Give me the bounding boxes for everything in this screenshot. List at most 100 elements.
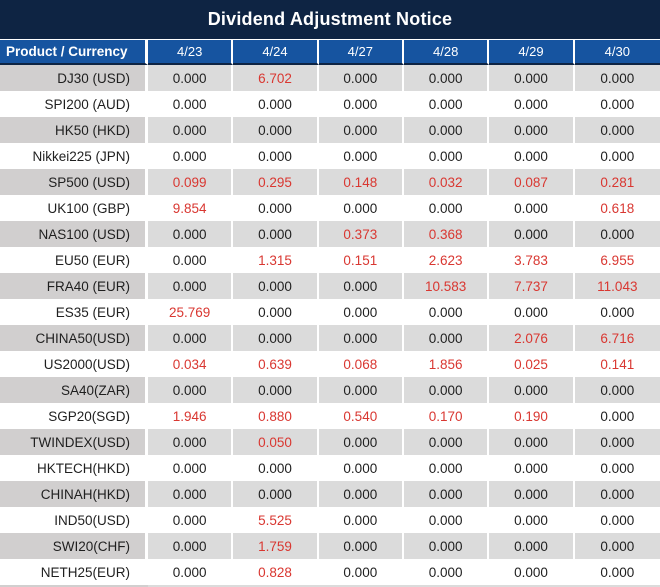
value-cell: 0.000 bbox=[148, 455, 234, 481]
product-cell: SGP20(SGD) bbox=[0, 403, 148, 429]
product-cell: US2000(USD) bbox=[0, 351, 148, 377]
product-cell: SP500 (USD) bbox=[0, 169, 148, 195]
value-cell: 0.000 bbox=[148, 273, 234, 299]
product-cell: ES35 (EUR) bbox=[0, 299, 148, 325]
value-cell: 25.769 bbox=[148, 299, 234, 325]
value-cell: 0.000 bbox=[574, 507, 660, 533]
value-cell: 0.828 bbox=[233, 559, 319, 585]
value-cell: 1.946 bbox=[148, 403, 234, 429]
value-cell: 0.000 bbox=[148, 481, 234, 507]
product-cell: IND50(USD) bbox=[0, 507, 148, 533]
product-cell: TWINDEX(USD) bbox=[0, 429, 148, 455]
value-cell: 0.000 bbox=[574, 481, 660, 507]
value-cell: 0.000 bbox=[318, 507, 404, 533]
column-header-date-5: 4/29 bbox=[489, 40, 575, 65]
value-cell: 0.170 bbox=[404, 403, 490, 429]
value-cell: 0.000 bbox=[233, 91, 319, 117]
value-cell: 0.000 bbox=[233, 117, 319, 143]
column-header-date-2: 4/24 bbox=[233, 40, 319, 65]
column-header-date-4: 4/28 bbox=[404, 40, 490, 65]
value-cell: 0.000 bbox=[574, 429, 660, 455]
value-cell: 0.281 bbox=[574, 169, 660, 195]
value-cell: 0.000 bbox=[404, 455, 490, 481]
value-cell: 0.000 bbox=[489, 481, 575, 507]
value-cell: 0.000 bbox=[404, 299, 490, 325]
value-cell: 0.151 bbox=[318, 247, 404, 273]
value-cell: 0.000 bbox=[489, 455, 575, 481]
value-cell: 0.000 bbox=[318, 91, 404, 117]
value-cell: 0.000 bbox=[148, 559, 234, 585]
column-header-product-currency: Product / Currency bbox=[0, 40, 148, 65]
value-cell: 9.854 bbox=[148, 195, 234, 221]
value-cell: 0.050 bbox=[233, 429, 319, 455]
value-cell: 0.000 bbox=[404, 325, 490, 351]
value-cell: 0.087 bbox=[489, 169, 575, 195]
value-cell: 0.000 bbox=[404, 91, 490, 117]
value-cell: 0.000 bbox=[148, 533, 234, 559]
value-cell: 0.639 bbox=[233, 351, 319, 377]
value-cell: 0.000 bbox=[318, 481, 404, 507]
value-cell: 0.000 bbox=[148, 221, 234, 247]
value-cell: 0.141 bbox=[574, 351, 660, 377]
value-cell: 0.000 bbox=[574, 117, 660, 143]
value-cell: 0.000 bbox=[574, 533, 660, 559]
value-cell: 2.623 bbox=[404, 247, 490, 273]
value-cell: 0.025 bbox=[489, 351, 575, 377]
value-cell: 0.000 bbox=[489, 559, 575, 585]
next-row-product-sliver bbox=[0, 585, 148, 587]
value-cell: 0.000 bbox=[148, 117, 234, 143]
value-cell: 0.000 bbox=[404, 195, 490, 221]
value-cell: 0.000 bbox=[148, 325, 234, 351]
value-cell: 0.000 bbox=[489, 91, 575, 117]
value-cell: 0.540 bbox=[318, 403, 404, 429]
value-cell: 0.000 bbox=[404, 377, 490, 403]
value-cell: 0.148 bbox=[318, 169, 404, 195]
product-cell: SPI200 (AUD) bbox=[0, 91, 148, 117]
value-cell: 0.000 bbox=[233, 481, 319, 507]
value-cell: 0.000 bbox=[404, 429, 490, 455]
value-cell: 0.000 bbox=[489, 377, 575, 403]
column-header-date-3: 4/27 bbox=[318, 40, 404, 65]
value-cell: 0.000 bbox=[233, 377, 319, 403]
value-cell: 0.000 bbox=[148, 377, 234, 403]
value-cell: 0.880 bbox=[233, 403, 319, 429]
product-cell: FRA40 (EUR) bbox=[0, 273, 148, 299]
value-cell: 0.000 bbox=[318, 455, 404, 481]
product-cell: HK50 (HKD) bbox=[0, 117, 148, 143]
column-header-date-1: 4/23 bbox=[148, 40, 234, 65]
dividend-table: Product / Currency 4/23 4/24 4/27 4/28 4… bbox=[0, 39, 660, 585]
value-cell: 0.000 bbox=[489, 117, 575, 143]
value-cell: 0.000 bbox=[318, 377, 404, 403]
value-cell: 7.737 bbox=[489, 273, 575, 299]
value-cell: 0.000 bbox=[404, 481, 490, 507]
product-cell: SA40(ZAR) bbox=[0, 377, 148, 403]
product-cell: SWI20(CHF) bbox=[0, 533, 148, 559]
value-cell: 0.000 bbox=[148, 91, 234, 117]
value-cell: 0.000 bbox=[574, 91, 660, 117]
value-cell: 0.000 bbox=[318, 273, 404, 299]
product-cell: EU50 (EUR) bbox=[0, 247, 148, 273]
value-cell: 0.000 bbox=[489, 65, 575, 91]
value-cell: 1.759 bbox=[233, 533, 319, 559]
value-cell: 0.000 bbox=[404, 117, 490, 143]
value-cell: 0.000 bbox=[318, 429, 404, 455]
value-cell: 0.000 bbox=[318, 325, 404, 351]
next-row-sliver bbox=[0, 585, 660, 587]
value-cell: 6.716 bbox=[574, 325, 660, 351]
product-cell: CHINAH(HKD) bbox=[0, 481, 148, 507]
value-cell: 10.583 bbox=[404, 273, 490, 299]
value-cell: 0.068 bbox=[318, 351, 404, 377]
product-cell: DJ30 (USD) bbox=[0, 65, 148, 91]
value-cell: 0.000 bbox=[489, 533, 575, 559]
product-cell: HKTECH(HKD) bbox=[0, 455, 148, 481]
value-cell: 0.000 bbox=[489, 221, 575, 247]
value-cell: 0.000 bbox=[489, 143, 575, 169]
value-cell: 0.099 bbox=[148, 169, 234, 195]
value-cell: 0.000 bbox=[318, 559, 404, 585]
value-cell: 0.000 bbox=[148, 429, 234, 455]
value-cell: 0.000 bbox=[148, 65, 234, 91]
value-cell: 0.000 bbox=[318, 533, 404, 559]
value-cell: 0.000 bbox=[318, 195, 404, 221]
value-cell: 0.618 bbox=[574, 195, 660, 221]
value-cell: 0.000 bbox=[233, 299, 319, 325]
